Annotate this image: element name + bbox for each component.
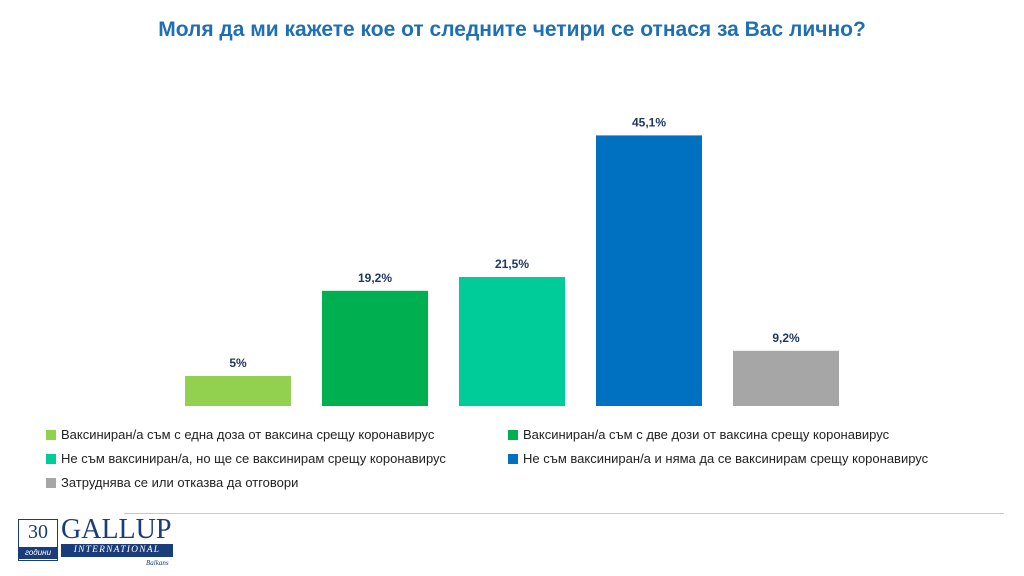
chart-title: Моля да ми кажете кое от следните четири… bbox=[158, 18, 866, 41]
legend-item-5: Затруднява се или отказва да отговори bbox=[46, 474, 508, 491]
chart-legend: Ваксиниран/а съм с една доза от ваксина … bbox=[46, 426, 976, 491]
legend-swatch-4 bbox=[508, 453, 518, 464]
logo-subbrand: INTERNATIONAL bbox=[61, 544, 173, 557]
bar-3 bbox=[459, 277, 565, 406]
logo-region: Balkans bbox=[146, 559, 169, 567]
data-label-5: 9,2% bbox=[772, 331, 800, 345]
legend-label-5: Затруднява се или отказва да отговори bbox=[61, 475, 299, 490]
bar-1 bbox=[185, 376, 291, 406]
data-label-2: 19,2% bbox=[358, 271, 392, 285]
bar-4 bbox=[596, 135, 702, 406]
bar-chart: 5% 19,2% 21,5% 45,1% 9,2% bbox=[185, 115, 839, 406]
data-label-4: 45,1% bbox=[632, 115, 666, 129]
legend-label-4: Не съм ваксиниран/а и няма да се ваксини… bbox=[523, 451, 929, 466]
legend-item-1: Ваксиниран/а съм с една доза от ваксина … bbox=[46, 426, 508, 443]
legend-label-3: Не съм ваксиниран/а, но ще се ваксинирам… bbox=[61, 451, 446, 466]
anniversary-word: години bbox=[19, 547, 57, 559]
logo-brand: GALLUP bbox=[61, 514, 172, 545]
anniversary-years: 30 bbox=[28, 521, 48, 543]
legend-label-2: Ваксиниран/а съм с две дози от ваксина с… bbox=[523, 427, 890, 442]
legend-label-1: Ваксиниран/а съм с една доза от ваксина … bbox=[61, 427, 435, 442]
legend-item-4: Не съм ваксиниран/а и няма да се ваксини… bbox=[508, 450, 976, 467]
data-label-3: 21,5% bbox=[495, 257, 529, 271]
bar-2 bbox=[322, 290, 428, 406]
legend-item-2: Ваксиниран/а съм с две дози от ваксина с… bbox=[508, 426, 976, 443]
legend-swatch-3 bbox=[46, 453, 56, 464]
footer-divider bbox=[124, 513, 1004, 514]
legend-swatch-1 bbox=[46, 429, 56, 440]
data-label-1: 5% bbox=[229, 356, 247, 370]
bar-5 bbox=[733, 350, 839, 406]
legend-item-3: Не съм ваксиниран/а, но ще се ваксинирам… bbox=[46, 450, 508, 467]
gallup-logo: 30 години GALLUP INTERNATIONAL Balkans bbox=[18, 514, 188, 571]
legend-swatch-5 bbox=[46, 477, 56, 488]
legend-swatch-2 bbox=[508, 429, 518, 440]
anniversary-badge: 30 години bbox=[18, 519, 58, 561]
